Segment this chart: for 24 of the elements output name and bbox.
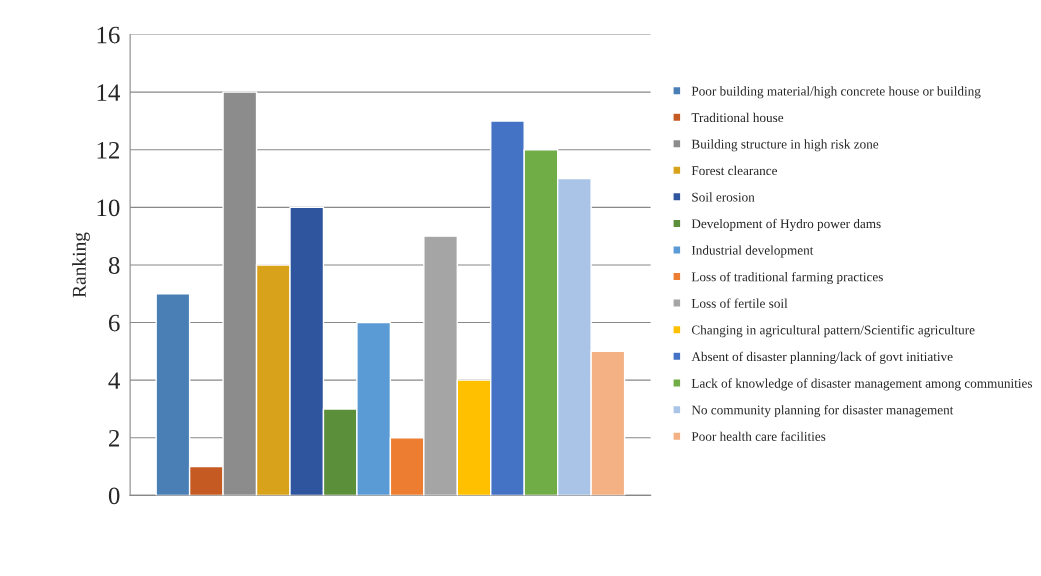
y-tick-label: 8 [108, 257, 120, 274]
legend-label: Traditional house [691, 112, 784, 123]
legend-label: Absent of disaster planning/lack of govt initiative [691, 351, 953, 364]
legend-label: Loss of traditional farming practices [691, 271, 883, 285]
legend-label: Poor building material/high concrete house or building [691, 86, 981, 99]
y-tick-label: 10 [97, 199, 120, 217]
legend-label: Loss of fertile soil [691, 298, 788, 308]
y-tick-label: 0 [108, 487, 120, 505]
y-tick-label: 14 [97, 84, 121, 101]
legend-label: Building structure in high risk zone [691, 139, 879, 152]
legend-label: Industrial development [691, 245, 814, 258]
y-tick-label: 2 [109, 429, 120, 447]
legend-label: Development of Hydro power dams [691, 218, 881, 231]
y-axis-title: Ranking [72, 232, 90, 298]
legend-label: Lack of knowledge of disaster management among communities [691, 378, 1033, 391]
legend-label: Changing in agricultural pattern/Scientific agriculture [691, 325, 975, 338]
legend-label: Soil erosion [692, 192, 755, 202]
legend-label: Poor health care facilities [691, 431, 826, 441]
y-tick-label: 6 [108, 314, 120, 332]
y-tick-label: 12 [97, 141, 120, 159]
legend-label: Forest clearance [691, 165, 777, 176]
y-tick-label: 4 [108, 372, 121, 389]
y-tick-label: 16 [97, 26, 120, 44]
legend-label: No community planning for disaster management [691, 404, 954, 418]
